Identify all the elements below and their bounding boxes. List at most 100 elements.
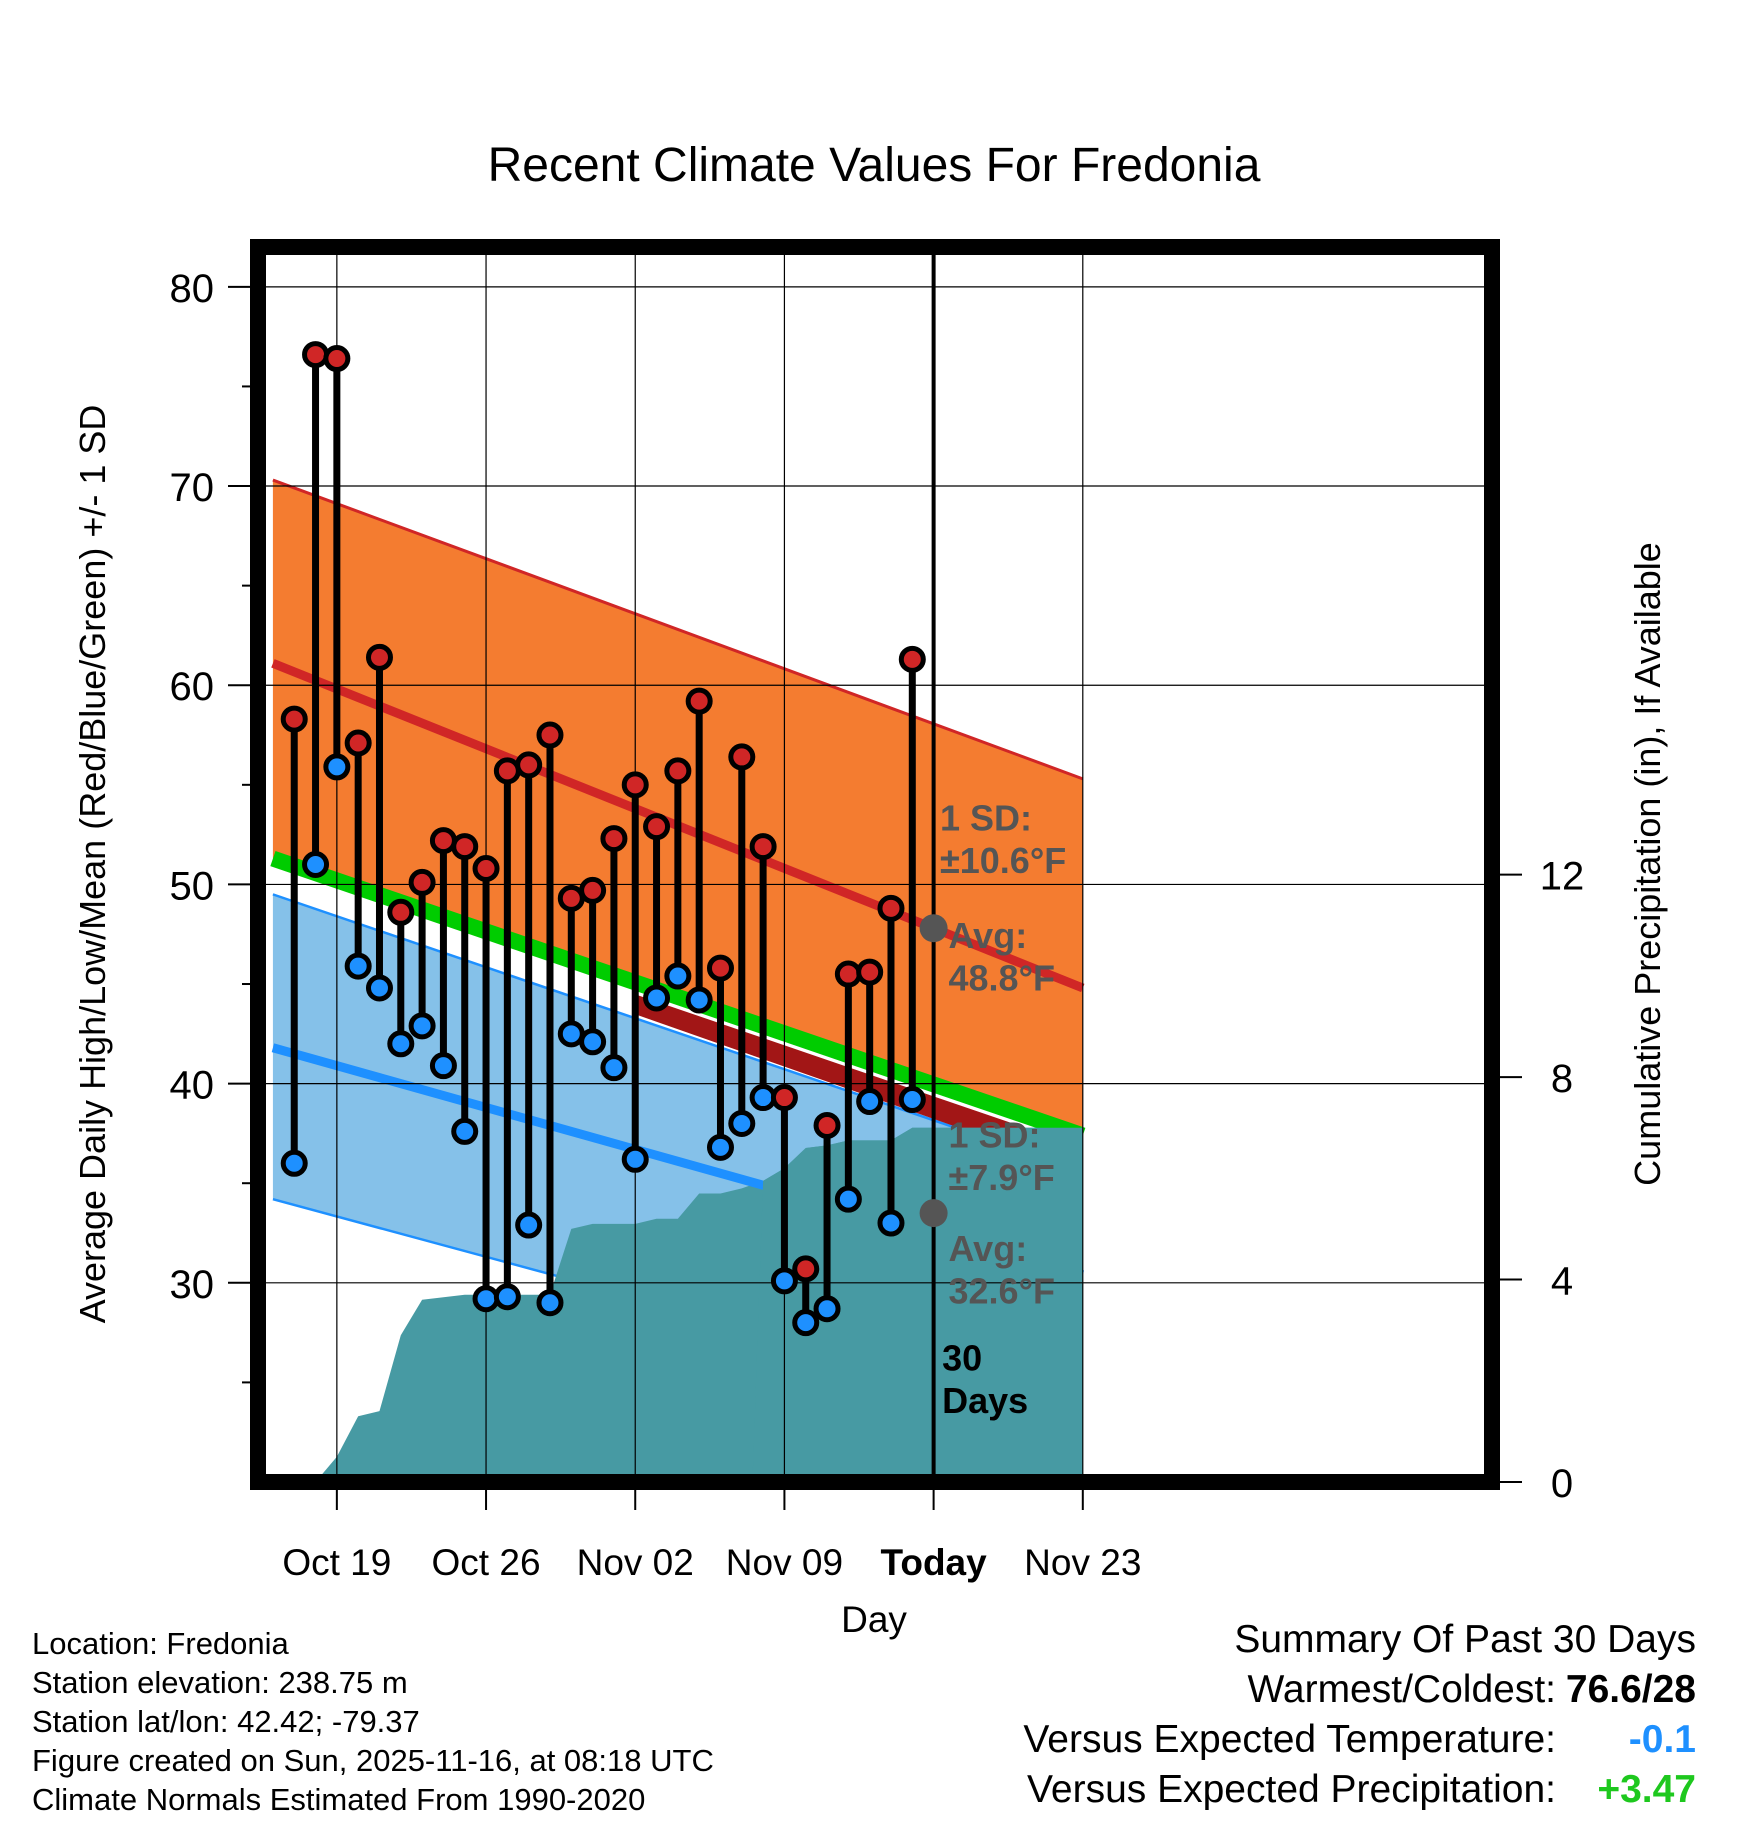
y-tick-label: 60 <box>170 665 215 709</box>
high-point <box>749 833 777 861</box>
warmest-coldest-label: Warmest/Coldest: <box>1247 1668 1556 1711</box>
low-point <box>515 1211 543 1239</box>
high-point <box>770 1084 798 1112</box>
low-point <box>579 1028 607 1056</box>
low-point <box>323 753 351 781</box>
high-point <box>323 345 351 373</box>
low-point <box>429 1052 457 1080</box>
low-avg-label: Avg: 32.6°F <box>949 1228 1055 1311</box>
high-point <box>792 1255 820 1283</box>
high-point <box>408 868 436 896</box>
low-point <box>877 1209 905 1237</box>
high-sd-label: 1 SD: ±10.6°F <box>940 798 1066 881</box>
high-point <box>429 827 457 855</box>
high-point <box>856 958 884 986</box>
low-point <box>834 1185 862 1213</box>
normals-text: Climate Normals Estimated From 1990-2020 <box>32 1782 646 1817</box>
low-point <box>600 1054 628 1082</box>
high-point <box>493 757 521 785</box>
summary-title: Summary Of Past 30 Days <box>1234 1618 1696 1661</box>
y-right-tick-label: 4 <box>1551 1260 1573 1304</box>
low-point <box>536 1289 564 1317</box>
high-point <box>387 898 415 926</box>
y-right-tick-label: 0 <box>1551 1462 1573 1506</box>
plot-frame <box>250 239 1500 1490</box>
low-point <box>387 1030 415 1058</box>
high-point <box>280 705 308 733</box>
high-point <box>898 645 926 673</box>
y-tick-label: 30 <box>170 1263 215 1307</box>
low-point <box>643 984 671 1012</box>
low-point <box>344 952 372 980</box>
temp-departure-label: Versus Expected Temperature: <box>1023 1718 1556 1761</box>
band-overlap <box>635 994 1083 1172</box>
y-right-tick-label: 12 <box>1540 855 1585 899</box>
high-point <box>877 894 905 922</box>
high-point <box>302 341 330 369</box>
high-point <box>813 1111 841 1139</box>
precip-departure-label: Versus Expected Precipitation: <box>1027 1768 1556 1811</box>
low-point <box>706 1133 734 1161</box>
precipitation-area-overlay <box>752 1127 1083 1482</box>
chart-title: Recent Climate Values For Fredonia <box>488 139 1261 192</box>
low-point <box>621 1145 649 1173</box>
low-point <box>557 1020 585 1048</box>
low-point <box>472 1285 500 1313</box>
high-avg-marker <box>919 914 948 943</box>
low-point <box>451 1117 479 1145</box>
low-point <box>302 851 330 878</box>
station-info: Location: Fredonia Station elevation: 23… <box>32 1624 714 1819</box>
low-point <box>493 1283 521 1311</box>
high-point <box>728 743 756 771</box>
y-axis-label: Average Daily High/Low/Mean (Red/Blue/Gr… <box>72 405 113 1324</box>
low-point <box>749 1084 777 1112</box>
temp-departure-value: -0.1 <box>1628 1718 1696 1761</box>
high-point <box>536 721 564 749</box>
y-tick-label: 70 <box>170 466 215 510</box>
x-tick-label: Nov 09 <box>726 1542 843 1583</box>
today-days-label: 30 Days <box>942 1337 1028 1420</box>
high-point <box>600 825 628 853</box>
x-tick-label: Oct 26 <box>432 1542 541 1583</box>
y-right-tick-label: 8 <box>1551 1057 1573 1101</box>
high-point <box>472 854 500 882</box>
high-point <box>344 729 372 757</box>
high-point <box>664 757 692 785</box>
y-tick-label: 40 <box>170 1064 215 1108</box>
x-axis-label: Day <box>841 1599 907 1640</box>
y-right-axis-label: Cumulative Precipitation (in), If Availa… <box>1627 542 1668 1186</box>
x-tick-label: Nov 02 <box>577 1542 694 1583</box>
high-plus-sd-line <box>272 478 1084 781</box>
low-point <box>898 1086 926 1114</box>
x-tick-label: Today <box>881 1542 988 1583</box>
high-point <box>515 751 543 779</box>
x-tick-label: Oct 19 <box>282 1542 391 1583</box>
low-point <box>280 1149 308 1177</box>
created-text: Figure created on Sun, 2025-11-16, at 08… <box>32 1743 714 1778</box>
precip-departure-value: +3.47 <box>1597 1768 1696 1811</box>
high-point <box>365 643 393 671</box>
latlon-text: Station lat/lon: 42.42; -79.37 <box>32 1704 420 1739</box>
low-point <box>813 1295 841 1323</box>
elevation-text: Station elevation: 238.75 m <box>32 1665 408 1700</box>
high-point <box>706 954 734 982</box>
high-point <box>451 833 479 861</box>
low-point <box>664 962 692 990</box>
y-tick-label: 80 <box>170 267 215 311</box>
high-point <box>643 813 671 841</box>
low-point <box>408 1012 436 1040</box>
y-tick-label: 50 <box>170 864 215 908</box>
summary-panel: Summary Of Past 30 Days Warmest/Coldest:… <box>796 1618 1696 1818</box>
high-avg-label: Avg: 48.8°F <box>949 915 1055 998</box>
low-avg-marker <box>919 1199 948 1228</box>
low-point <box>365 974 393 1002</box>
high-point <box>621 771 649 799</box>
high-point <box>579 876 607 904</box>
high-point <box>685 687 713 715</box>
low-plus-sd-line <box>272 893 1084 1173</box>
high-point <box>557 884 585 912</box>
low-sd-label: 1 SD: ±7.9°F <box>949 1114 1055 1197</box>
high-point <box>834 960 862 988</box>
low-point <box>792 1309 820 1337</box>
